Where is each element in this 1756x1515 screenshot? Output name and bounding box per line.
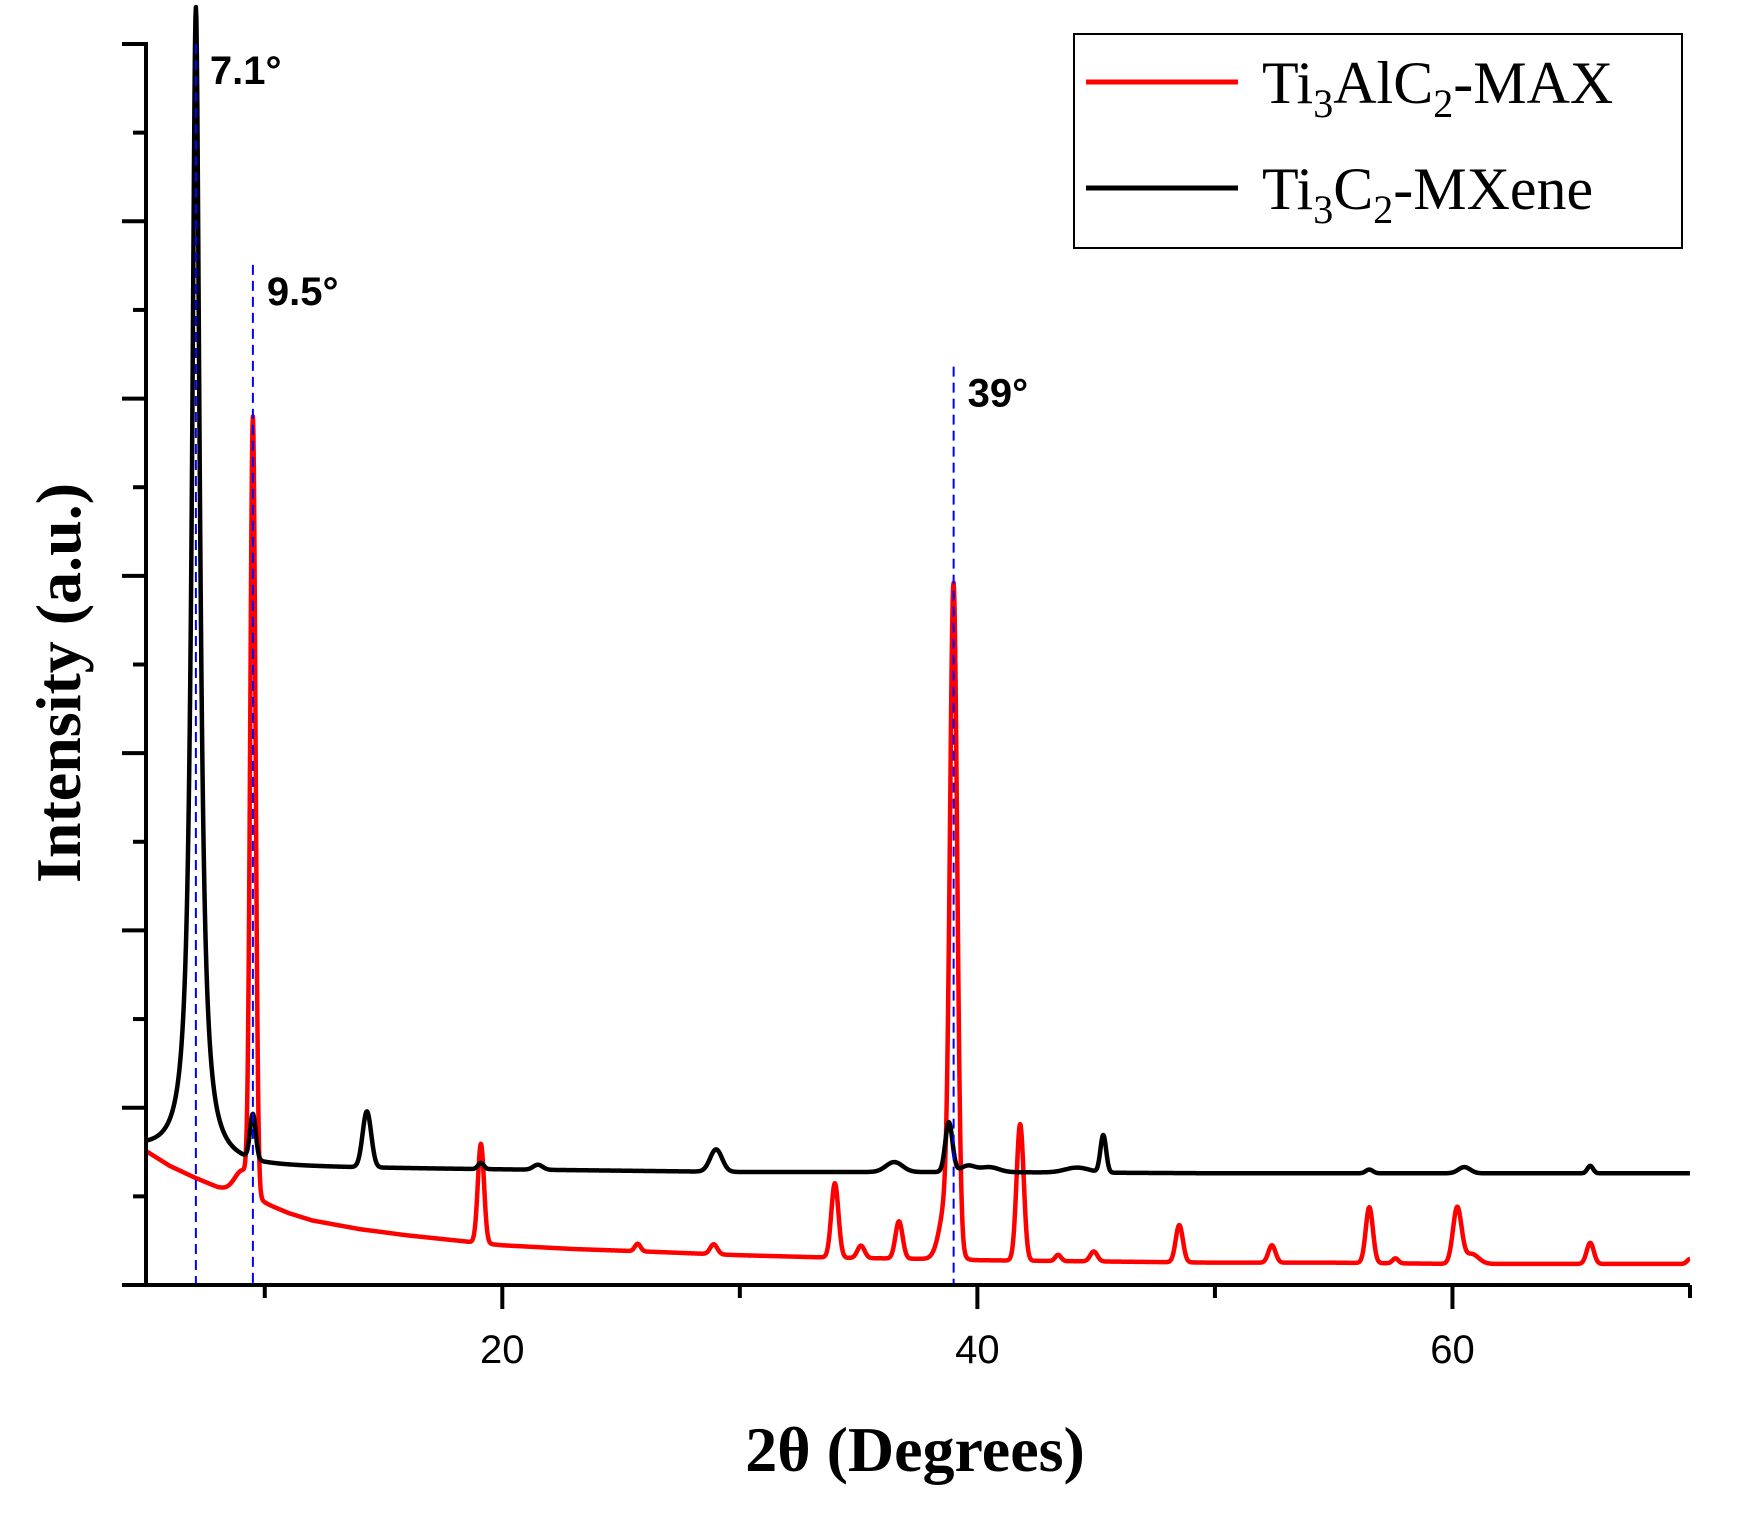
legend-label-ti3alc2-max: Ti3AlC2-MAX xyxy=(1262,50,1613,126)
series-line-ti3alc2-max xyxy=(144,414,1692,1267)
legend: Ti3AlC2-MAX Ti3C2-MXene xyxy=(1073,33,1683,249)
legend-box xyxy=(1073,33,1683,249)
peak-annotation-label: 9.5° xyxy=(267,270,339,314)
peak-annotation-label: 7.1° xyxy=(210,49,282,93)
axes: 20 40 60 xyxy=(122,42,1692,1372)
x-tick-label: 60 xyxy=(1430,1328,1475,1372)
y-axis-title: Intensity (a.u.) xyxy=(23,483,94,883)
peak-annotation-label: 39° xyxy=(968,372,1029,416)
series-line-ti3c2-mxene xyxy=(144,4,1692,1176)
x-tick-label: 40 xyxy=(955,1328,1000,1372)
legend-label-ti3c2-mxene: Ti3C2-MXene xyxy=(1262,156,1593,232)
plot-area xyxy=(144,4,1692,1267)
x-tick-label: 20 xyxy=(480,1328,525,1372)
peak-annotations: 7.1° 9.5° 39° xyxy=(194,44,1029,1285)
x-axis-title: 2θ (Degrees) xyxy=(745,1414,1085,1485)
